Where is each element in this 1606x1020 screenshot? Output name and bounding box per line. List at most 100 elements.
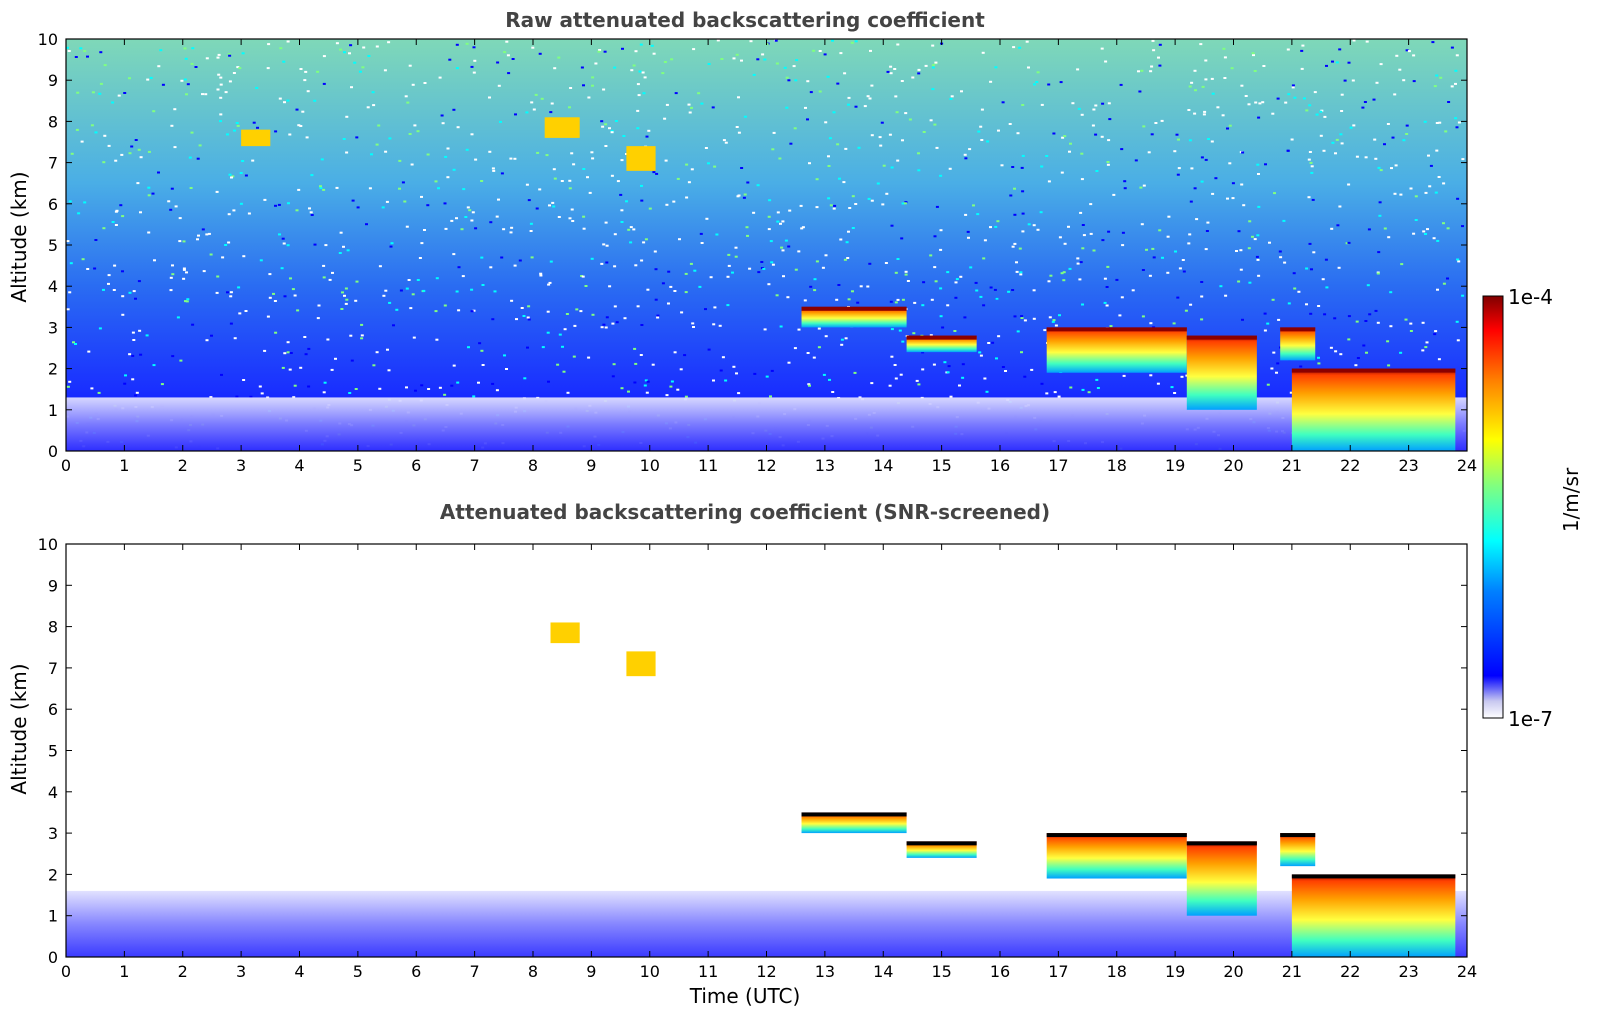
noise-pixel	[526, 316, 530, 319]
noise-pixel	[745, 226, 749, 229]
noise-pixel	[894, 301, 898, 304]
noise-pixel	[74, 56, 78, 58]
noise-pixel	[899, 373, 903, 376]
noise-pixel	[1151, 39, 1155, 42]
noise-pixel	[665, 394, 669, 397]
noise-pixel	[893, 364, 897, 366]
noise-pixel	[1276, 97, 1280, 100]
noise-pixel	[985, 390, 989, 393]
noise-pixel	[189, 187, 193, 189]
noise-pixel	[1118, 314, 1122, 317]
noise-pixel	[950, 95, 954, 98]
noise-pixel	[931, 64, 935, 67]
noise-pixel	[1063, 135, 1067, 138]
noise-pixel	[1433, 333, 1437, 336]
y-tick-label: 3	[48, 318, 58, 337]
noise-pixel	[1021, 230, 1025, 233]
noise-pixel	[844, 337, 848, 340]
noise-pixel	[401, 181, 405, 184]
noise-pixel	[1271, 298, 1275, 301]
noise-pixel	[1242, 204, 1246, 207]
x-tick-label: 7	[470, 456, 480, 475]
noise-pixel	[529, 222, 533, 225]
noise-pixel	[793, 127, 797, 130]
noise-pixel	[638, 70, 642, 73]
noise-pixel	[426, 204, 430, 207]
noise-pixel	[244, 310, 248, 312]
x-tick-label: 1	[119, 962, 129, 981]
noise-pixel	[763, 58, 767, 61]
noise-pixel	[1437, 358, 1441, 361]
noise-pixel	[1457, 121, 1461, 124]
noise-pixel	[502, 228, 506, 231]
noise-pixel	[809, 91, 813, 94]
noise-pixel	[847, 230, 850, 233]
noise-pixel	[781, 249, 785, 252]
noise-pixel	[1204, 59, 1208, 62]
noise-pixel	[1336, 224, 1340, 227]
noise-pixel	[551, 201, 555, 204]
noise-pixel	[833, 204, 837, 207]
noise-pixel	[506, 54, 510, 57]
noise-pixel	[1047, 180, 1051, 183]
noise-pixel	[1176, 296, 1180, 299]
noise-pixel	[1266, 383, 1270, 386]
noise-pixel	[134, 394, 138, 397]
panel-raw-plot-area	[66, 39, 1467, 451]
cirrus	[626, 146, 656, 171]
noise-pixel	[230, 176, 233, 179]
noise-pixel	[613, 265, 617, 268]
noise-pixel	[880, 121, 884, 124]
noise-pixel	[1258, 102, 1262, 105]
noise-pixel	[853, 371, 857, 374]
noise-pixel	[726, 275, 730, 278]
noise-pixel	[1251, 235, 1254, 238]
noise-pixel	[1247, 103, 1251, 106]
noise-pixel	[386, 348, 389, 351]
noise-pixel	[636, 109, 640, 112]
noise-pixel	[690, 168, 694, 171]
noise-pixel	[934, 280, 938, 283]
noise-pixel	[308, 207, 311, 210]
panel-raw-y-axis-label: Altitude (km)	[7, 171, 31, 302]
noise-pixel	[98, 92, 102, 95]
noise-pixel	[674, 92, 678, 95]
noise-pixel	[307, 347, 311, 350]
noise-pixel	[1138, 90, 1142, 93]
noise-pixel	[588, 191, 592, 194]
noise-pixel	[620, 159, 624, 162]
noise-pixel	[614, 120, 618, 122]
noise-pixel	[173, 146, 177, 149]
noise-pixel	[216, 88, 220, 91]
noise-pixel	[1340, 93, 1344, 96]
noise-pixel	[949, 395, 953, 398]
noise-pixel	[216, 56, 220, 59]
noise-pixel	[128, 152, 132, 155]
noise-pixel	[640, 199, 644, 202]
noise-pixel	[375, 45, 379, 48]
noise-pixel	[1345, 242, 1349, 245]
noise-pixel	[556, 363, 560, 366]
noise-pixel	[1023, 375, 1027, 378]
x-tick-label: 9	[586, 962, 596, 981]
x-tick-label: 16	[990, 456, 1010, 475]
noise-pixel	[111, 101, 115, 104]
noise-pixel	[641, 71, 645, 74]
noise-pixel	[610, 129, 614, 132]
noise-pixel	[983, 377, 987, 380]
noise-pixel	[742, 196, 746, 199]
noise-pixel	[99, 51, 103, 54]
noise-pixel	[879, 144, 883, 147]
y-tick-label: 2	[48, 360, 58, 379]
noise-pixel	[661, 282, 665, 285]
noise-pixel	[740, 59, 743, 62]
noise-pixel	[1079, 261, 1083, 264]
noise-pixel	[800, 227, 804, 230]
noise-pixel	[322, 82, 326, 85]
noise-pixel	[1206, 221, 1210, 224]
noise-pixel	[409, 307, 413, 310]
noise-pixel	[587, 96, 591, 99]
noise-pixel	[86, 55, 89, 58]
noise-pixel	[1000, 164, 1004, 167]
noise-pixel	[844, 147, 848, 150]
